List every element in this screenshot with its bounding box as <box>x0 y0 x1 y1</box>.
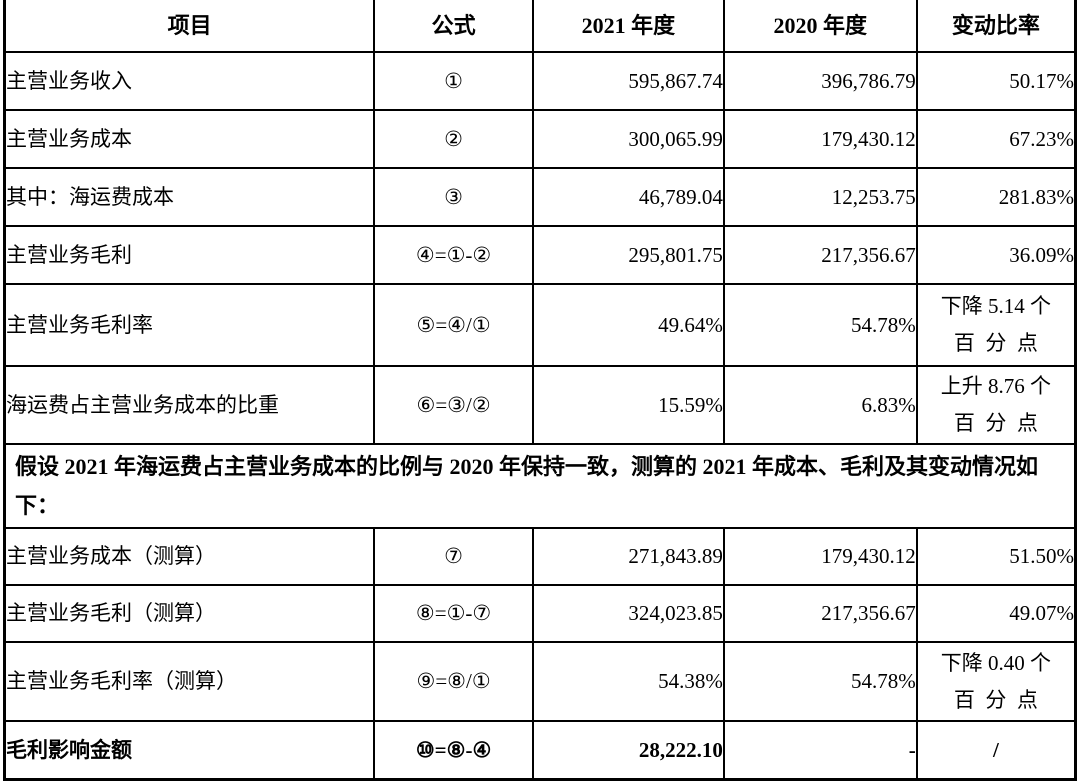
table-row: 主营业务成本（测算） ⑦ 271,843.89 179,430.12 51.50… <box>3 527 1077 586</box>
change-line: 百分点 <box>953 687 1049 712</box>
total-row: 毛利影响金额 ⑩=⑧-④ 28,222.10 - / <box>3 720 1077 780</box>
cell-2020: 54.78% <box>722 641 918 722</box>
cell-2021: 300,065.99 <box>531 109 725 169</box>
cell-item: 毛利影响金额 <box>3 720 376 780</box>
change-line: 下降 5.14 个 <box>940 294 1051 318</box>
cell-item: 其中：海运费成本 <box>3 167 376 227</box>
cell-formula: ⑨=⑧/① <box>373 641 534 722</box>
cell-2020: 217,356.67 <box>722 584 918 643</box>
cell-item: 主营业务毛利 <box>3 225 376 285</box>
cell-change: 49.07% <box>915 584 1077 643</box>
cell-formula: ⑩=⑧-④ <box>373 720 534 780</box>
cell-formula: ⑦ <box>373 527 534 586</box>
cell-formula: ⑤=④/① <box>373 283 534 367</box>
col-header-2020: 2020 年度 <box>722 0 918 53</box>
cell-formula: ② <box>373 109 534 169</box>
cell-change: / <box>915 720 1077 780</box>
cell-change: 下降 5.14 个百分点 <box>915 283 1077 367</box>
change-line: 36.09% <box>1009 242 1074 267</box>
cell-item: 主营业务成本 <box>3 109 376 169</box>
cell-item: 主营业务毛利率（测算） <box>3 641 376 722</box>
change-line: 百分点 <box>953 331 1049 355</box>
cell-2020: 396,786.79 <box>722 51 918 111</box>
cell-2020: 54.78% <box>722 283 918 367</box>
cell-item: 海运费占主营业务成本的比重 <box>3 365 376 445</box>
change-line: 下降 0.40 个 <box>940 650 1051 675</box>
cell-item: 主营业务成本（测算） <box>3 527 376 586</box>
cell-2021: 595,867.74 <box>531 51 725 111</box>
cell-formula: ③ <box>373 167 534 227</box>
col-header-change: 变动比率 <box>915 0 1077 53</box>
assumption-note-row: 假设 2021 年海运费占主营业务成本的比例与 2020 年保持一致，测算的 2… <box>3 443 1077 529</box>
assumption-note: 假设 2021 年海运费占主营业务成本的比例与 2020 年保持一致，测算的 2… <box>3 443 1077 529</box>
cell-item: 主营业务毛利（测算） <box>3 584 376 643</box>
cell-change: 281.83% <box>915 167 1077 227</box>
table-row: 主营业务毛利（测算） ⑧=①-⑦ 324,023.85 217,356.67 4… <box>3 584 1077 643</box>
cell-item: 主营业务收入 <box>3 51 376 111</box>
table-row: 主营业务收入 ① 595,867.74 396,786.79 50.17% <box>3 51 1077 111</box>
cell-2020: 179,430.12 <box>722 527 918 586</box>
cell-formula: ④=①-② <box>373 225 534 285</box>
header-row: 项目 公式 2021 年度 2020 年度 变动比率 <box>3 0 1077 53</box>
cell-change: 50.17% <box>915 51 1077 111</box>
cell-change: 上升 8.76 个百分点 <box>915 365 1077 445</box>
cell-change: 下降 0.40 个百分点 <box>915 641 1077 722</box>
cell-2021: 324,023.85 <box>531 584 725 643</box>
cell-change: 51.50% <box>915 527 1077 586</box>
col-header-item: 项目 <box>3 0 376 53</box>
cell-change: 36.09% <box>915 225 1077 285</box>
cell-2020: - <box>722 720 918 780</box>
table-row: 海运费占主营业务成本的比重 ⑥=③/② 15.59% 6.83% 上升 8.76… <box>3 365 1077 445</box>
cell-2020: 179,430.12 <box>722 109 918 169</box>
cell-2020: 217,356.67 <box>722 225 918 285</box>
cell-2021: 271,843.89 <box>531 527 725 586</box>
col-header-2021: 2021 年度 <box>531 0 725 53</box>
cell-2021: 46,789.04 <box>531 167 725 227</box>
gross-margin-analysis-table: 项目 公式 2021 年度 2020 年度 变动比率 主营业务收入 ① 595,… <box>3 0 1077 781</box>
table-row: 主营业务毛利率 ⑤=④/① 49.64% 54.78% 下降 5.14 个百分点 <box>3 283 1077 367</box>
change-line: / <box>992 737 999 762</box>
change-line: 49.07% <box>1009 601 1074 626</box>
table-row: 主营业务毛利 ④=①-② 295,801.75 217,356.67 36.09… <box>3 225 1077 285</box>
cell-formula: ⑥=③/② <box>373 365 534 445</box>
table-row: 其中：海运费成本 ③ 46,789.04 12,253.75 281.83% <box>3 167 1077 227</box>
cell-2021: 54.38% <box>531 641 725 722</box>
change-line: 50.17% <box>1009 68 1074 93</box>
cell-2021: 49.64% <box>531 283 725 367</box>
change-line: 281.83% <box>998 184 1074 209</box>
cell-2021: 28,222.10 <box>531 720 725 780</box>
cell-2021: 295,801.75 <box>531 225 725 285</box>
change-line: 67.23% <box>1009 126 1074 151</box>
change-line: 百分点 <box>953 411 1049 435</box>
cell-change: 67.23% <box>915 109 1077 169</box>
change-line: 51.50% <box>1009 544 1074 569</box>
table-row: 主营业务成本 ② 300,065.99 179,430.12 67.23% <box>3 109 1077 169</box>
cell-formula: ⑧=①-⑦ <box>373 584 534 643</box>
col-header-formula: 公式 <box>373 0 534 53</box>
cell-formula: ① <box>373 51 534 111</box>
cell-2021: 15.59% <box>531 365 725 445</box>
cell-2020: 12,253.75 <box>722 167 918 227</box>
change-line: 上升 8.76 个 <box>940 374 1051 398</box>
table-row: 主营业务毛利率（测算） ⑨=⑧/① 54.38% 54.78% 下降 0.40 … <box>3 641 1077 722</box>
cell-2020: 6.83% <box>722 365 918 445</box>
cell-item: 主营业务毛利率 <box>3 283 376 367</box>
